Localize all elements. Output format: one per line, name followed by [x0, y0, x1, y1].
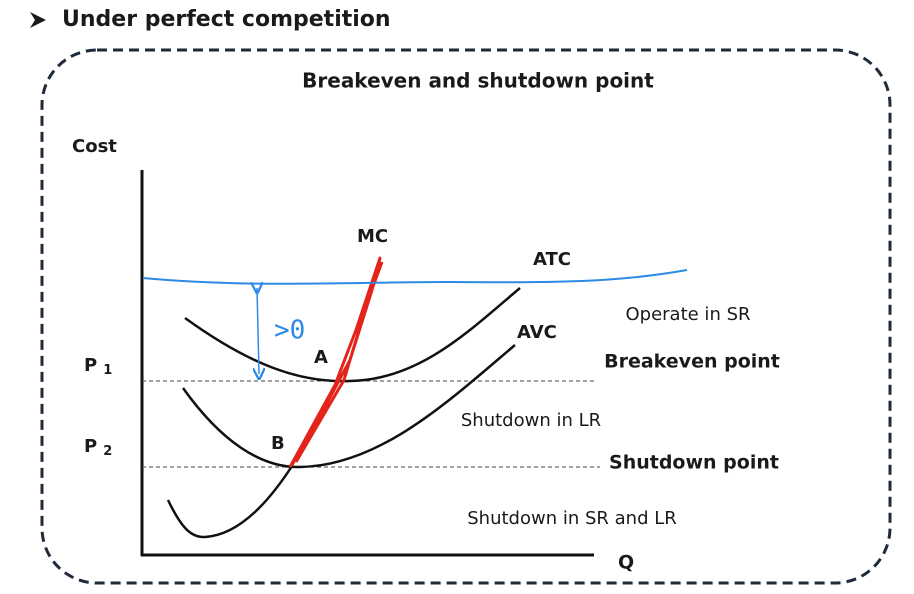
region-label: Shutdown in LR: [461, 410, 601, 431]
region-label: Shutdown in SR and LR: [467, 508, 677, 529]
mc-label: MC: [357, 226, 388, 247]
region-label: Shutdown point: [609, 452, 779, 474]
mc-curve: [288, 256, 384, 468]
atc-label: ATC: [533, 249, 571, 270]
atc-curve: [184, 287, 521, 383]
price-line: [142, 269, 688, 285]
y-axis-label: Cost: [72, 136, 117, 157]
region-label: Operate in SR: [625, 304, 750, 325]
point-b: B: [271, 433, 285, 454]
frame: [40, 48, 892, 585]
x-axis-label: Q: [618, 552, 634, 574]
avc-curve: [181, 344, 516, 469]
region-label: Breakeven point: [604, 351, 780, 373]
header-title: Under perfect competition: [62, 7, 391, 32]
point-a: A: [314, 347, 328, 368]
diagram-title: Breakeven and shutdown point: [302, 69, 654, 93]
profit-arrow: [257, 288, 259, 374]
bullet: [30, 12, 46, 28]
annotation: >0: [274, 316, 305, 346]
mc-lower: [166, 465, 294, 539]
avc-label: AVC: [517, 322, 557, 343]
